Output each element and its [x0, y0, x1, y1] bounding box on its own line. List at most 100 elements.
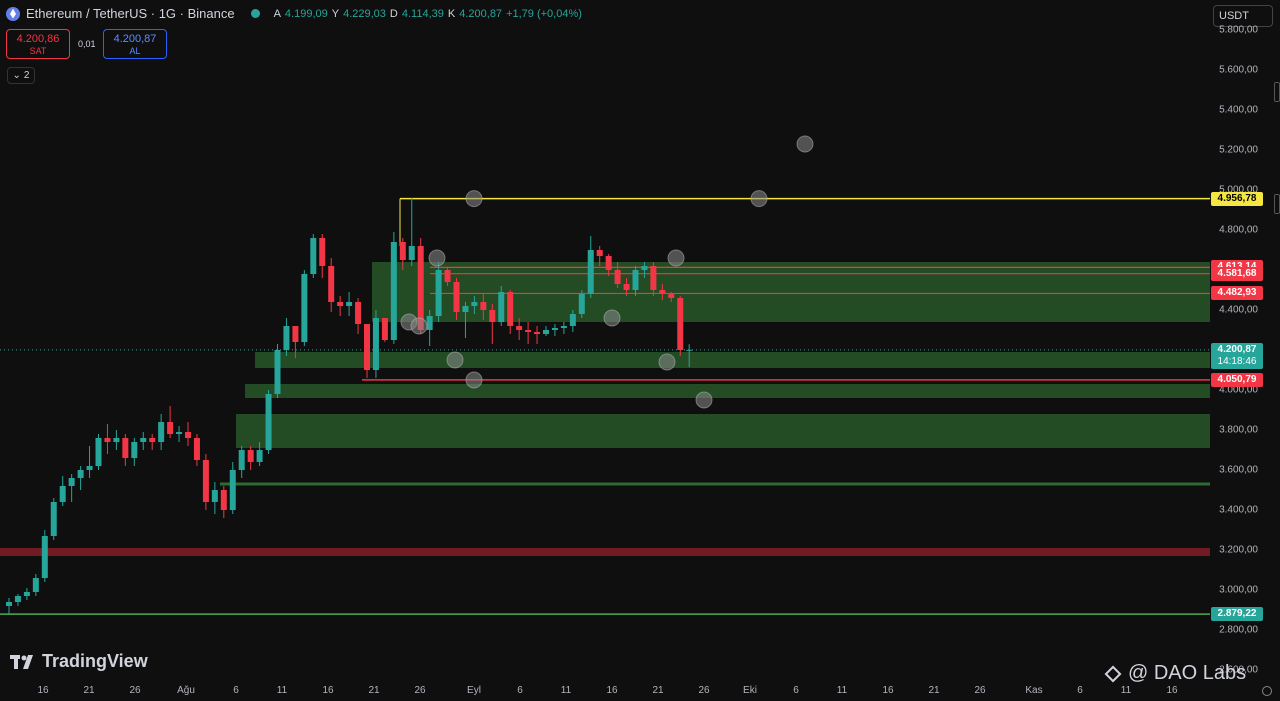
- price-level-tag[interactable]: 4.956,78: [1211, 191, 1263, 206]
- scroll-handle-top[interactable]: [1274, 82, 1280, 102]
- time-tick-label: 11: [836, 685, 848, 696]
- buy-button[interactable]: 4.200,87 AL: [103, 29, 167, 59]
- price-tick-label: 4.400,00: [1219, 304, 1258, 316]
- candle-body: [346, 302, 353, 306]
- candle-body: [364, 324, 370, 370]
- time-tick-label: 26: [414, 685, 426, 696]
- market-status-icon: [250, 9, 260, 18]
- drawing-anchor-handle: [658, 353, 676, 371]
- currency-selector[interactable]: USDT: [1213, 5, 1273, 27]
- settings-icon[interactable]: [1262, 686, 1272, 696]
- candle-body: [587, 250, 594, 294]
- time-tick-label: 21: [368, 685, 380, 696]
- candle-body: [507, 292, 514, 326]
- candle-body: [122, 438, 129, 458]
- candle-body: [596, 250, 603, 256]
- candle-body: [131, 442, 138, 458]
- scroll-handle-mid[interactable]: [1274, 194, 1280, 214]
- drawing-anchor-handle: [410, 317, 428, 335]
- tradingview-logo: TradingView: [10, 651, 148, 672]
- candle-body: [516, 326, 523, 330]
- candle-body: [328, 266, 335, 302]
- candle-body: [77, 470, 84, 478]
- last-price-tag: 4.200,87 14:18:46: [1211, 342, 1263, 369]
- price-level-tag[interactable]: 4.581,68: [1211, 266, 1263, 281]
- candle-body: [605, 256, 612, 270]
- candle-body: [560, 326, 567, 328]
- support-zone: [255, 352, 1210, 368]
- candle-body: [659, 290, 666, 294]
- symbol-header: Ethereum / TetherUS · 1G · Binance A 4.19…: [6, 6, 582, 21]
- time-tick-label: 6: [1077, 685, 1083, 696]
- sell-label: SAT: [29, 46, 47, 56]
- candle-body: [247, 450, 254, 462]
- price-level-tag[interactable]: 4.050,79: [1211, 372, 1263, 387]
- candle-body: [399, 242, 406, 260]
- candle-body: [283, 326, 290, 350]
- candle-body: [292, 326, 299, 342]
- ohlc-close-key: K: [447, 7, 456, 20]
- time-tick-label: 26: [129, 685, 141, 696]
- ohlc-open-value: 4.199,09: [284, 7, 328, 20]
- candle-body: [498, 292, 505, 322]
- symbol-title[interactable]: Ethereum / TetherUS · 1G · Binance: [26, 6, 235, 21]
- price-chart[interactable]: [0, 0, 1210, 680]
- time-tick-label: 16: [37, 685, 49, 696]
- candle-body: [623, 284, 630, 290]
- spread-value: 0,01: [78, 39, 96, 49]
- candle-body: [525, 330, 532, 332]
- ohlc-high-key: Y: [331, 7, 340, 20]
- tradingview-mark-icon: [10, 654, 33, 669]
- tradingview-label: TradingView: [42, 651, 148, 671]
- currency-label: USDT: [1219, 10, 1249, 22]
- candle-body: [167, 422, 174, 434]
- sell-button[interactable]: 4.200,86 SAT: [6, 29, 70, 59]
- indicators-toggle[interactable]: ⌄ 2: [7, 67, 35, 84]
- time-axis[interactable]: 16 21 26 Ağu 6 11 16 21 26 Eyl 6 11 16 21 26 Eki 6 11 16 21…: [0, 680, 1210, 701]
- time-tick-label: 16: [882, 685, 894, 696]
- ohlc-high-value: 4.229,03: [343, 7, 386, 20]
- time-tick-label: 26: [974, 685, 986, 696]
- price-level-tag[interactable]: 4.482,93: [1211, 286, 1263, 301]
- support-band-red: [0, 548, 1210, 556]
- candle-body: [426, 316, 433, 330]
- candle-body: [444, 270, 451, 282]
- candle-body: [381, 318, 388, 340]
- drawing-anchor-handle: [465, 371, 483, 389]
- ohlc-values: A 4.199,09 Y 4.229,03 D 4.114,39 K 4.200,87 …: [274, 8, 582, 20]
- candle-body: [390, 242, 397, 340]
- price-tick-label: 3.800,00: [1219, 424, 1258, 436]
- candle-body: [632, 270, 639, 290]
- price-level-tag[interactable]: 2.879,22: [1211, 607, 1263, 622]
- price-tick-label: 3.200,00: [1219, 544, 1258, 556]
- time-tick-label: 21: [83, 685, 95, 696]
- candle-body: [211, 490, 218, 502]
- price-tick-label: 2.600,00: [1219, 664, 1258, 676]
- dao-labs-watermark: @ DAO Labs: [1104, 662, 1246, 685]
- price-tick-label: 5.400,00: [1219, 104, 1258, 116]
- time-tick-label: 6: [793, 685, 799, 696]
- price-axis[interactable]: 5.800,00 5.600,00 5.400,00 5.200,00 5.000,00…: [1210, 0, 1280, 680]
- candle-body: [6, 602, 12, 606]
- support-zone: [245, 384, 1210, 398]
- time-tick-label: Kas: [1025, 685, 1043, 696]
- candle-body: [668, 294, 675, 298]
- candle-body: [435, 270, 442, 316]
- price-tick-label: 4.800,00: [1219, 224, 1258, 236]
- candle-body: [677, 298, 684, 350]
- buy-label: AL: [129, 46, 141, 56]
- ohlc-close-value: 4.200,87: [459, 7, 503, 20]
- candle-body: [14, 596, 21, 602]
- time-tick-label: 11: [276, 685, 288, 696]
- candle-body: [337, 302, 344, 306]
- candle-body: [453, 282, 460, 312]
- candle-body: [265, 394, 272, 450]
- time-tick-label: 6: [517, 685, 523, 696]
- candle-body: [149, 438, 156, 442]
- candle-body: [650, 266, 657, 290]
- candle-body: [238, 450, 245, 470]
- time-tick-label: Eyl: [467, 685, 481, 696]
- candle-body: [220, 490, 227, 510]
- candle-body: [256, 450, 263, 462]
- price-tick-label: 5.600,00: [1219, 64, 1258, 76]
